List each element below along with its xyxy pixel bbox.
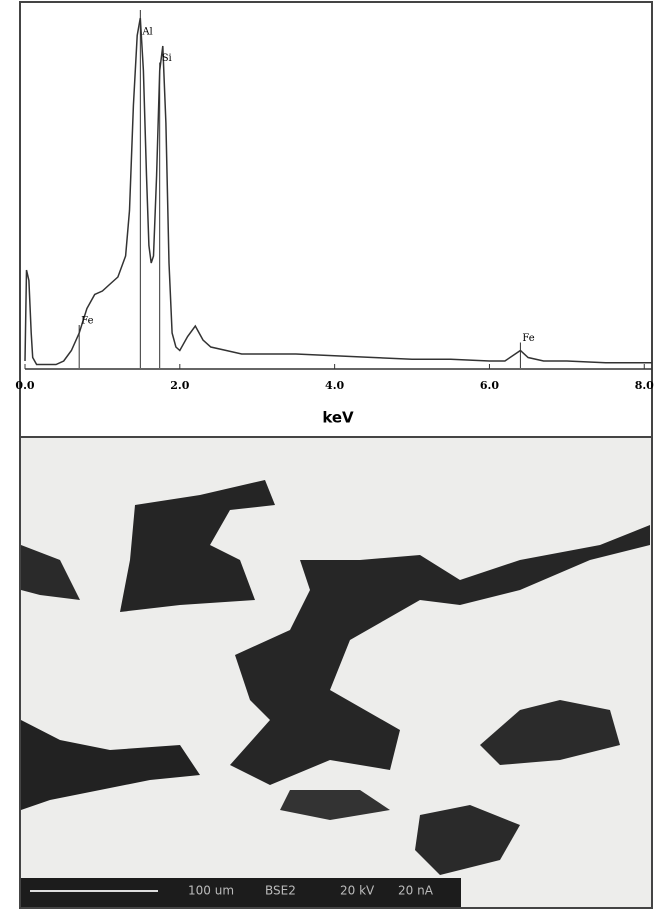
detector-label: BSE2 <box>265 884 296 898</box>
x-tick-label: 0.0 <box>15 379 34 392</box>
pore <box>280 790 390 820</box>
pore <box>21 545 80 600</box>
sem-image: 100 um BSE2 20 kV 20 nA <box>21 438 651 907</box>
pore <box>415 805 520 875</box>
plot: 0.0 2.0 4.0 6.0 8.0 Al Si Fe Fe <box>15 10 654 392</box>
x-tick-label: 6.0 <box>480 379 499 392</box>
spectrum-line <box>24 17 652 366</box>
peak-label: Fe <box>522 333 534 344</box>
peak-label: Si <box>162 53 172 64</box>
pore <box>230 525 650 785</box>
x-tick-label: 4.0 <box>325 379 344 392</box>
pore <box>120 480 275 612</box>
current-label: 20 nA <box>398 884 434 898</box>
x-tick-label: 2.0 <box>170 379 189 392</box>
peak-label: Al <box>141 27 152 38</box>
scale-bar-label: 100 um <box>188 884 234 898</box>
peak-label: Fe <box>81 316 93 327</box>
scale-bar-strip <box>21 878 461 907</box>
pore <box>480 700 620 765</box>
x-axis-label: keV <box>322 409 354 427</box>
voltage-label: 20 kV <box>340 884 375 898</box>
pore <box>21 720 200 810</box>
x-tick-label: 8.0 <box>635 379 654 392</box>
